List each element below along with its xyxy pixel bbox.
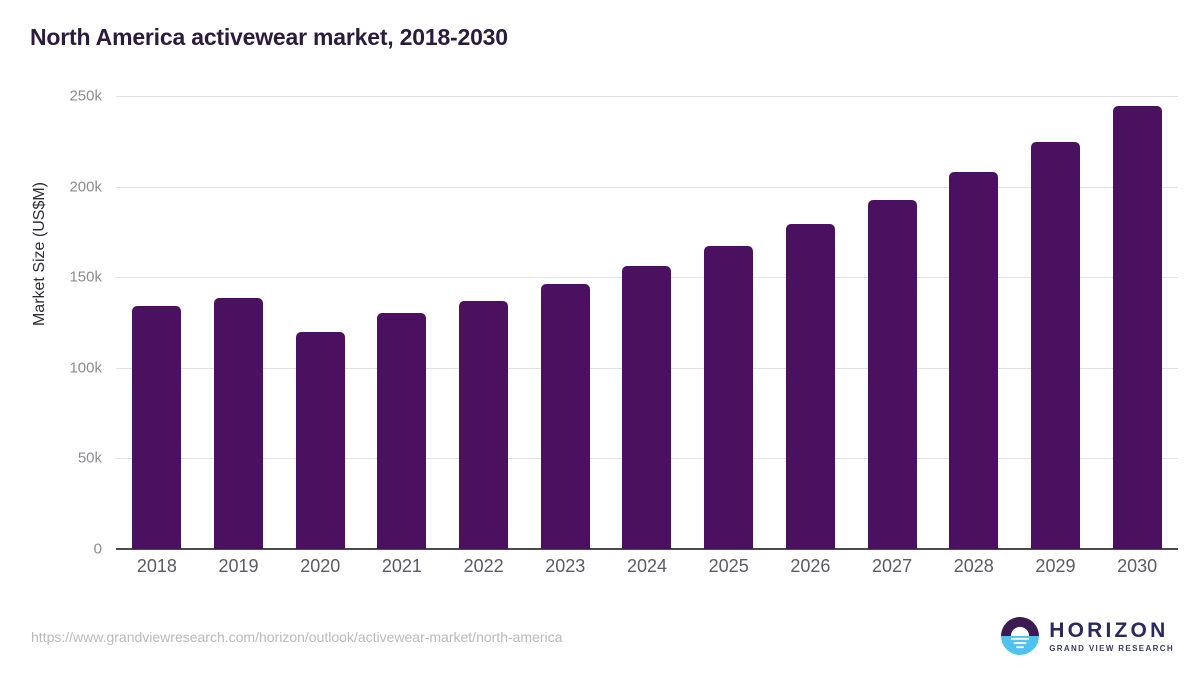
bar[interactable]	[704, 246, 754, 549]
brand-name: HORIZON	[1049, 618, 1169, 642]
x-tick-label: 2026	[790, 556, 831, 576]
x-tick-label: 2024	[626, 556, 668, 576]
x-tick-label: 2018	[136, 556, 177, 576]
bar[interactable]	[622, 266, 672, 549]
x-tick-label: 2029	[1035, 556, 1076, 576]
source-url[interactable]: https://www.grandviewresearch.com/horizo…	[31, 629, 563, 645]
bar[interactable]	[214, 298, 264, 549]
y-axis-title: Market Size (US$M)	[31, 181, 48, 327]
x-tick-label: 2021	[381, 556, 422, 576]
y-tick-label: 50k	[77, 449, 102, 467]
x-tick-label: 2020	[300, 556, 341, 576]
x-tick-label: 2030	[1117, 556, 1158, 576]
brand-logo: HORIZON GRAND VIEW RESEARCH	[1001, 617, 1174, 655]
x-axis-line	[116, 548, 1178, 550]
y-tick-label: 0	[93, 540, 102, 558]
bar[interactable]	[867, 200, 917, 549]
plot-area	[116, 96, 1178, 550]
bar[interactable]	[785, 223, 835, 549]
x-tick-label: 2027	[872, 556, 913, 576]
bar[interactable]	[540, 284, 590, 549]
x-tick-label: 2023	[545, 556, 586, 576]
x-tick-label: 2019	[218, 556, 259, 576]
y-tick-label: 150k	[69, 268, 102, 286]
x-tick-label: 2025	[708, 556, 749, 576]
bar[interactable]	[459, 300, 509, 549]
y-tick-label: 100k	[69, 359, 102, 377]
bar[interactable]	[949, 172, 999, 549]
y-tick-label: 200k	[69, 178, 102, 196]
bar[interactable]	[1030, 142, 1080, 549]
x-tick-label: 2022	[463, 556, 504, 576]
x-axis-ticks: 2018 2019 2020 2021 2022 2023 2024 2025 2026 2027…	[116, 556, 1178, 590]
bar[interactable]	[132, 306, 182, 549]
bar[interactable]	[295, 331, 345, 549]
gridline	[116, 96, 1178, 97]
bar[interactable]	[377, 312, 427, 549]
brand-tagline: GRAND VIEW RESEARCH	[1049, 643, 1174, 653]
x-tick-label: 2028	[953, 556, 994, 576]
brand-wordmark: HORIZON GRAND VIEW RESEARCH	[1049, 620, 1174, 653]
y-axis-ticks: 0 50k 100k 150k 200k 250k	[40, 88, 102, 558]
gridline	[116, 186, 1178, 188]
y-tick-label: 250k	[69, 87, 102, 105]
page-title: North America activewear market, 2018-20…	[30, 24, 508, 50]
bar[interactable]	[1112, 105, 1162, 549]
horizon-sunrise-icon	[1001, 617, 1040, 655]
